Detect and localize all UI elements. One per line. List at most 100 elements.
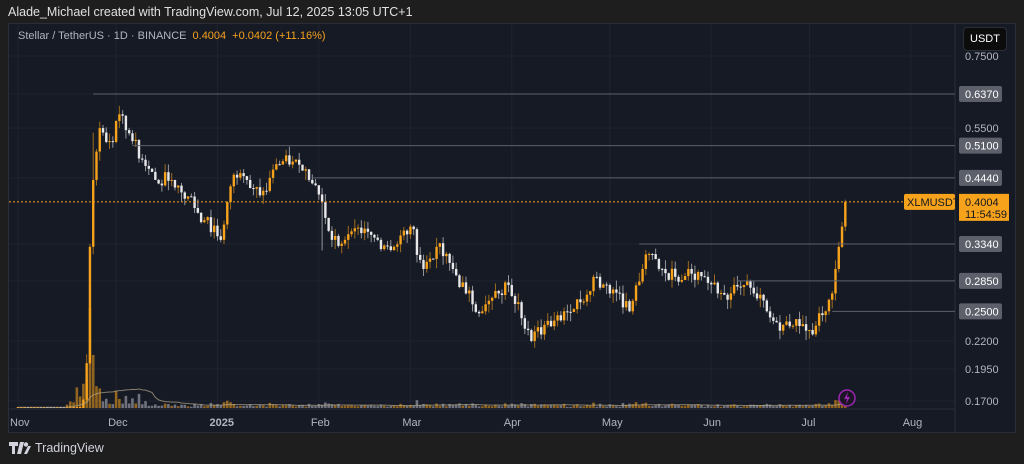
candle-body	[621, 293, 625, 308]
candle-body	[454, 268, 458, 276]
candle-body	[680, 279, 684, 282]
candle-body	[759, 294, 762, 299]
candle-body	[526, 328, 530, 331]
volume-bar	[242, 405, 245, 408]
candle-body	[625, 301, 628, 308]
volume-bar	[785, 406, 788, 408]
volume-bar	[709, 406, 713, 408]
level-price-tag	[959, 272, 1002, 289]
volume-bar	[180, 404, 183, 408]
volume-bar	[131, 398, 134, 408]
candle-body	[664, 268, 667, 274]
candle-body	[654, 254, 657, 260]
volume-bar	[144, 401, 147, 408]
volume-bar	[88, 308, 92, 408]
candle-body	[566, 311, 569, 313]
volume-bar	[402, 405, 406, 408]
candle-body	[196, 208, 200, 213]
currency-button[interactable]: USDT	[963, 27, 1007, 51]
volume-bar	[415, 400, 419, 408]
volume-bar	[834, 400, 837, 408]
candle-body	[683, 276, 687, 280]
candle-body	[245, 176, 249, 180]
candle-body	[337, 235, 340, 246]
level-price-tag	[959, 235, 1002, 252]
volume-bar	[798, 404, 801, 408]
price-tick-label: 0.5500	[965, 123, 999, 135]
candle-body	[471, 290, 474, 305]
volume-bar	[830, 405, 834, 408]
volume-bar	[428, 405, 432, 408]
candle-body	[350, 231, 353, 235]
candle-body	[301, 164, 304, 171]
candle-body	[216, 225, 219, 237]
volume-bar	[677, 404, 680, 408]
volume-bar	[647, 405, 651, 408]
volume-bar	[65, 404, 69, 408]
candle-body	[147, 165, 150, 169]
candle-body	[611, 289, 615, 294]
volume-bar	[605, 406, 608, 408]
candle-body	[690, 268, 693, 274]
candle-body	[804, 324, 808, 331]
candle-body	[343, 239, 347, 244]
candle-body	[660, 268, 664, 270]
candle-body	[824, 311, 827, 316]
volume-bar	[487, 405, 491, 408]
price-tick-label: 0.1950	[965, 364, 999, 376]
candle-body	[320, 194, 324, 203]
candle-body	[307, 169, 311, 180]
candle-body	[706, 276, 710, 283]
volume-bar	[183, 404, 187, 408]
candle-body	[732, 284, 736, 294]
candle-body	[572, 309, 576, 313]
volume-bar	[454, 404, 458, 408]
last-price-tag	[959, 193, 1009, 221]
volume-bar	[762, 404, 765, 408]
volume-bar	[503, 403, 507, 408]
candle-body	[582, 301, 585, 303]
volume-bar	[376, 406, 379, 408]
candle-body	[105, 132, 108, 143]
volume-bar	[157, 405, 160, 408]
volume-bar	[409, 404, 412, 408]
candle-body	[170, 179, 173, 181]
candle-body	[389, 246, 392, 251]
candle-body	[199, 212, 203, 223]
volume-bar	[350, 405, 353, 408]
candle-body	[670, 268, 674, 280]
candle-body	[579, 299, 582, 303]
candle-body	[631, 300, 634, 312]
candle-body	[134, 139, 137, 142]
volume-bar	[582, 406, 586, 408]
candle-body	[347, 234, 350, 240]
volume-bar	[719, 406, 723, 408]
volume-bar	[732, 404, 736, 408]
level-price-tag	[959, 137, 1002, 154]
volume-bar	[500, 406, 504, 408]
time-tick-label: Nov	[10, 417, 30, 429]
lightning-icon[interactable]	[838, 389, 856, 407]
volume-bar	[438, 405, 442, 408]
volume-bar	[539, 404, 543, 408]
volume-bar	[82, 383, 85, 408]
time-tick-label: Jun	[703, 417, 721, 429]
volume-bar	[579, 406, 582, 408]
candle-body	[124, 115, 128, 131]
candle-body	[687, 268, 690, 277]
volume-bar	[245, 405, 249, 408]
candle-body	[811, 329, 814, 335]
candle-body	[615, 289, 618, 293]
candle-body	[598, 276, 602, 288]
volume-bar	[644, 402, 648, 408]
candle-body	[317, 185, 321, 195]
volume-bar	[641, 403, 644, 408]
volume-bar	[693, 404, 697, 408]
candle-body	[177, 185, 180, 188]
volume-bar	[294, 406, 298, 408]
volume-bar	[791, 406, 795, 408]
volume-bar	[235, 406, 239, 408]
volume-bar	[778, 404, 782, 408]
candle-body	[163, 172, 167, 186]
